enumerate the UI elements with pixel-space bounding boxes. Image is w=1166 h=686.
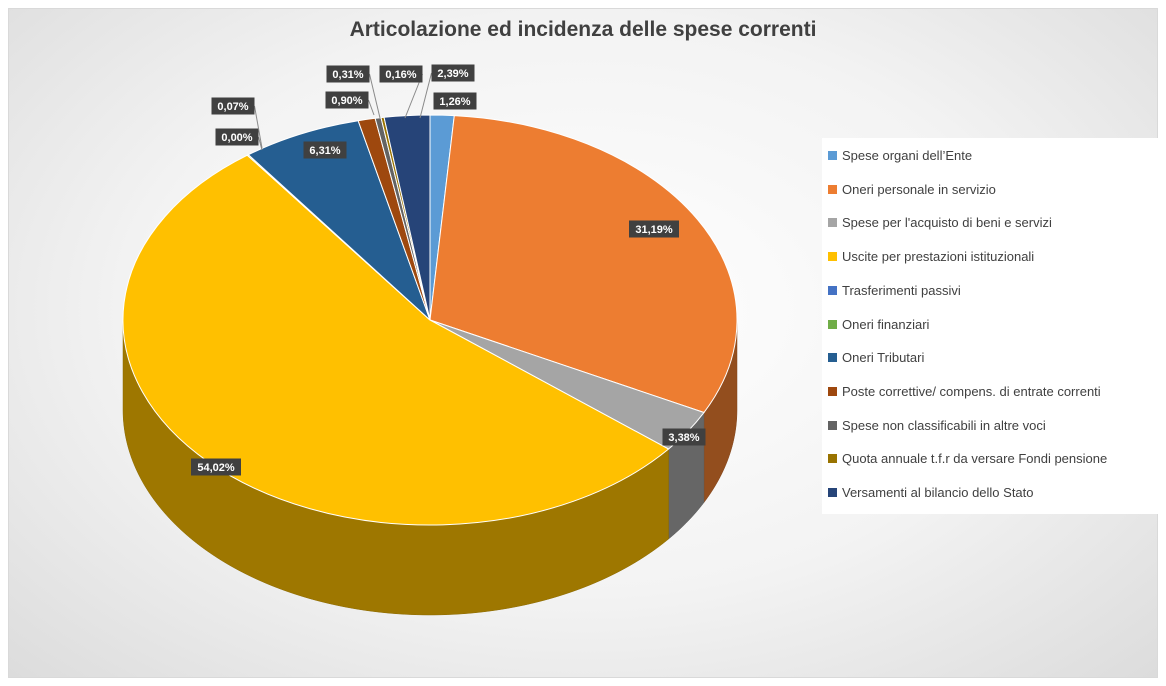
- data-label-5: 0,07%: [217, 101, 248, 113]
- data-label-box-9: [379, 65, 423, 83]
- legend-swatch: [828, 252, 837, 262]
- legend-swatch: [828, 184, 837, 194]
- legend-label: Spese non classificabili in altre voci: [842, 417, 1046, 433]
- legend-label: Spese per l'acquisto di beni e servizi: [842, 215, 1052, 231]
- legend-item: Spese organi dell’Ente: [828, 146, 972, 166]
- data-label-leader-5: [254, 105, 263, 149]
- legend-item: Poste correttive/ compens. di entrate co…: [828, 382, 1101, 402]
- legend-swatch: [828, 386, 837, 396]
- data-label-leader-10: [419, 72, 432, 119]
- data-label-8: 0,31%: [332, 69, 363, 81]
- legend-item: Quota annuale t.f.r da versare Fondi pen…: [828, 449, 1107, 469]
- data-label-6: 6,31%: [309, 145, 340, 157]
- legend-label: Quota annuale t.f.r da versare Fondi pen…: [842, 451, 1108, 467]
- data-label-2: 3,38%: [668, 432, 699, 444]
- pie-slice-1: [429, 115, 738, 414]
- legend-item: Trasferimenti passivi: [828, 281, 961, 301]
- legend-label: Uscite per prestazioni istituzionali: [842, 249, 1035, 265]
- data-label-0: 1,26%: [439, 96, 470, 108]
- legend-swatch: [828, 420, 837, 430]
- legend-swatch: [828, 218, 837, 228]
- legend-item: Spese non classificabili in altre voci: [828, 416, 1046, 436]
- legend-item: Oneri finanziari: [828, 315, 929, 335]
- legend-label: Oneri Tributari: [842, 350, 925, 366]
- data-label-7: 0,90%: [331, 95, 362, 107]
- legend-swatch: [828, 151, 837, 160]
- data-label-leader-8: [369, 73, 381, 119]
- legend-swatch: [828, 285, 837, 295]
- legend-item: Oneri personale in servizio: [828, 180, 996, 200]
- legend: Spese organi dell’Ente Oneri personale in…: [822, 138, 1160, 514]
- data-label-9: 0,16%: [385, 69, 416, 81]
- legend-swatch: [828, 488, 837, 497]
- data-label-box-3: [191, 458, 241, 476]
- data-label-box-7: [325, 91, 369, 109]
- data-label-box-2: [662, 428, 706, 446]
- legend-item: Uscite per prestazioni istituzionali: [828, 247, 1034, 267]
- data-label-box-5: [211, 97, 255, 115]
- data-label-box-4: [215, 128, 259, 146]
- legend-swatch: [828, 353, 837, 363]
- legend-label: Versamenti al bilancio dello Stato: [842, 485, 1034, 500]
- legend-swatch: [828, 454, 837, 464]
- legend-swatch: [828, 319, 837, 329]
- data-label-box-10: [431, 64, 475, 82]
- legend-label: Poste correttive/ compens. di entrate co…: [842, 383, 1101, 399]
- legend-item: Spese per l'acquisto di beni e servizi: [828, 213, 1052, 233]
- chart-title: Articolazione ed incidenza delle spese c…: [349, 18, 817, 41]
- data-label-3: 54,02%: [197, 462, 235, 474]
- legend-label: Oneri finanziari: [842, 316, 930, 332]
- legend-item: Versamenti al bilancio dello Stato: [828, 483, 1034, 503]
- data-label-4: 0,00%: [221, 132, 252, 144]
- data-label-1: 31,19%: [635, 224, 673, 236]
- pie-slice-6: [247, 120, 431, 321]
- legend-label: Oneri personale in servizio: [842, 181, 996, 197]
- data-label-box-1: [629, 220, 679, 238]
- data-label-box-0: [433, 92, 477, 110]
- data-label-box-6: [303, 141, 347, 159]
- legend-label: Spese organi dell’Ente: [842, 148, 973, 163]
- data-label-box-8: [326, 65, 370, 83]
- legend-item: Oneri Tributari: [828, 348, 924, 368]
- pie-slice-10: [383, 114, 431, 321]
- data-label-10: 2,39%: [437, 68, 468, 80]
- data-label-leader-7: [368, 99, 375, 116]
- data-label-leader-4: [258, 136, 263, 151]
- legend-label: Trasferimenti passivi: [842, 282, 961, 298]
